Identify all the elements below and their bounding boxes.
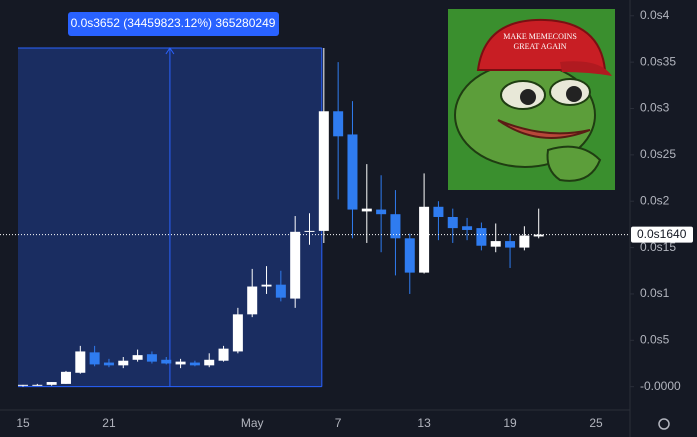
y-tick-label: 0.0s4 [640, 8, 670, 22]
candle-body [60, 371, 71, 384]
frog-hand [546, 145, 602, 182]
frog-mouth [497, 119, 591, 139]
candle-body [490, 241, 501, 247]
candle-body [433, 206, 444, 217]
y-tick-label: 0.0s3 [640, 101, 670, 115]
candle-body [361, 208, 372, 212]
candle-body [519, 235, 530, 248]
candle-body [390, 214, 401, 239]
candle-body [476, 228, 487, 246]
x-tick-label: 13 [417, 416, 431, 430]
candle-body [103, 362, 114, 366]
y-tick-label: 0.0s1 [640, 286, 670, 300]
meme-image: MAKE MEMECOINS GREAT AGAIN [448, 9, 615, 190]
x-tick-label: 25 [589, 416, 603, 430]
x-tick-label: 21 [102, 416, 116, 430]
candle-body [232, 314, 243, 352]
candle-body [175, 361, 186, 365]
last-price-box [631, 226, 693, 243]
candle-body [189, 362, 200, 366]
hat-text: GREAT AGAIN [514, 42, 567, 51]
candle-body [261, 284, 272, 287]
candle-body [447, 216, 458, 229]
candle-body [132, 355, 143, 360]
candle-body [333, 111, 344, 137]
candle-body [89, 352, 100, 365]
candle-body [376, 209, 387, 215]
candle-body [505, 241, 516, 248]
x-tick-label: 19 [503, 416, 517, 430]
x-tick-label: 7 [335, 416, 342, 430]
candle-body [347, 134, 358, 210]
y-tick-label: 0.0s15 [640, 240, 676, 254]
y-tick-label: 0.0s25 [640, 147, 676, 161]
y-tick-label: 0.0s2 [640, 193, 670, 207]
y-tick-label: -0.0000 [640, 379, 681, 393]
candle-body [290, 231, 301, 299]
candle-body [32, 384, 43, 386]
x-tick-label: May [241, 416, 264, 430]
settings-icon[interactable] [658, 418, 670, 430]
frog-pupil [520, 89, 536, 105]
y-tick-label: 0.0s35 [640, 54, 676, 68]
candle-body [118, 360, 129, 366]
candle-body [533, 234, 544, 237]
candle-body [462, 226, 473, 230]
measure-label: 0.0s3652 (34459823.12%) 365280249 [71, 16, 276, 30]
candle-body [247, 286, 258, 315]
x-tick-label: 15 [16, 416, 30, 430]
candle-body [204, 359, 215, 366]
candle-body [18, 384, 28, 386]
hat-brim [560, 61, 612, 76]
candle-body [318, 111, 329, 231]
measure-arrowhead [165, 47, 175, 55]
candle-body [161, 359, 172, 364]
hat [476, 18, 607, 71]
frog-pupil [566, 86, 582, 102]
candle-body [75, 351, 86, 373]
gear[interactable] [658, 418, 670, 430]
y-tick-label: 0.0s5 [640, 332, 670, 346]
candle-body [146, 354, 157, 362]
candle-body [46, 382, 57, 385]
candle-body [304, 230, 315, 232]
candle-body [404, 238, 415, 273]
candle-body [218, 348, 229, 361]
measure-tooltip [68, 12, 279, 36]
candle-body [419, 206, 430, 273]
last-price-label: 0.0s1640 [637, 227, 687, 241]
candle-body [275, 284, 286, 298]
hat-text: MAKE MEMECOINS [503, 32, 577, 41]
